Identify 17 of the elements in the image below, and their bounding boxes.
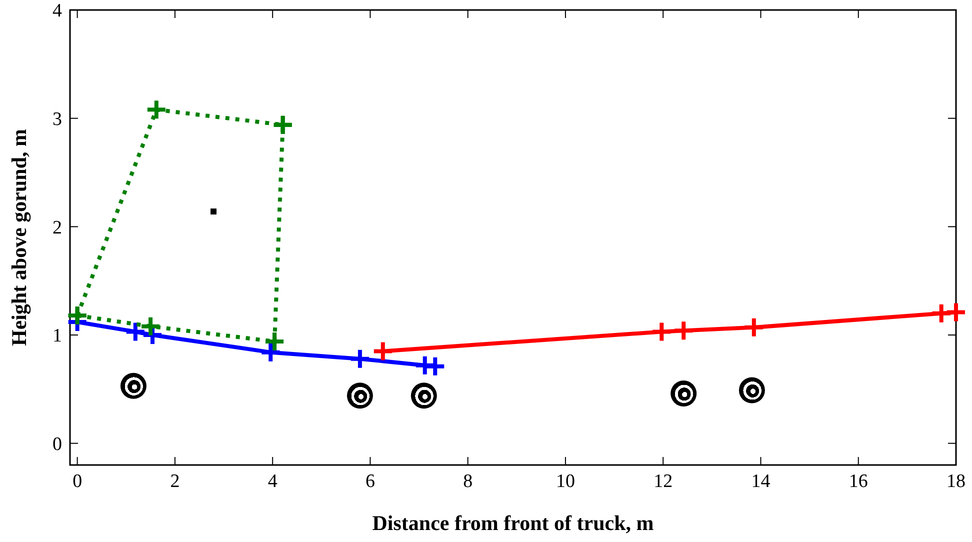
y-tick-label: 3 bbox=[52, 108, 62, 130]
x-axis-title: Distance from front of truck, m bbox=[372, 511, 654, 535]
x-tick-label: 12 bbox=[654, 471, 673, 492]
x-tick-label: 18 bbox=[946, 471, 966, 492]
y-tick-label: 0 bbox=[52, 434, 62, 455]
x-tick-label: 14 bbox=[751, 471, 771, 492]
x-tick-label: 8 bbox=[463, 471, 473, 492]
x-tick-label: 6 bbox=[365, 471, 375, 492]
y-tick-label: 2 bbox=[52, 217, 62, 238]
x-tick-label: 0 bbox=[72, 471, 82, 492]
y-axis-title: Height above gorund, m bbox=[7, 128, 31, 346]
x-tick-label: 16 bbox=[848, 471, 868, 492]
y-tick-label: 1 bbox=[52, 326, 62, 347]
x-tick-label: 4 bbox=[268, 471, 278, 492]
x-tick-label: 2 bbox=[170, 471, 180, 492]
y-tick-label: 4 bbox=[52, 0, 62, 22]
x-tick-label: 10 bbox=[556, 471, 575, 492]
